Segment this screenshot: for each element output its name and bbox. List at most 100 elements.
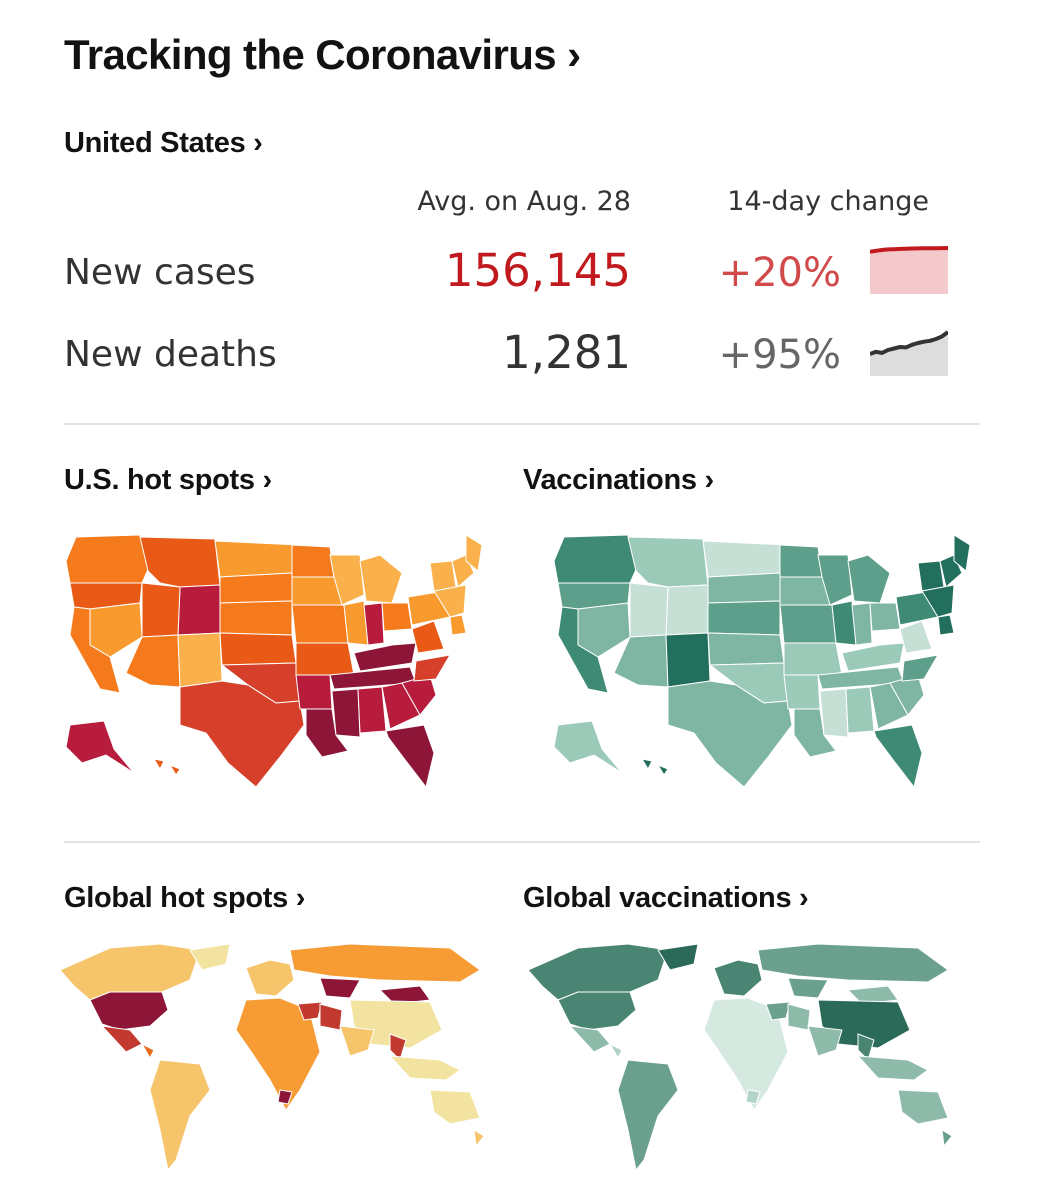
region-shape[interactable]	[856, 1055, 929, 1081]
region-shape[interactable]	[617, 1059, 679, 1172]
region-shape[interactable]	[353, 642, 417, 672]
region-shape[interactable]	[295, 642, 355, 676]
region-shape[interactable]	[703, 997, 789, 1111]
region-shape[interactable]	[411, 620, 445, 654]
region-shape[interactable]	[707, 632, 785, 666]
region-shape[interactable]	[873, 724, 923, 789]
region-shape[interactable]	[329, 554, 365, 606]
region-shape[interactable]	[629, 582, 669, 638]
region-shape[interactable]	[152, 758, 165, 771]
region-shape[interactable]	[349, 999, 443, 1049]
region-shape[interactable]	[953, 534, 971, 572]
region-shape[interactable]	[473, 1129, 485, 1148]
region-shape[interactable]	[783, 674, 821, 710]
region-shape[interactable]	[465, 534, 483, 572]
page-title[interactable]: Tracking the Coronavirus ›	[64, 31, 581, 78]
region-shape[interactable]	[707, 600, 781, 636]
region-shape[interactable]	[305, 708, 349, 758]
region-shape[interactable]	[783, 642, 843, 676]
region-shape[interactable]	[388, 1055, 461, 1081]
region-shape[interactable]	[667, 680, 793, 788]
global-vaccinations-link[interactable]: Global vaccinations ›	[523, 882, 809, 914]
region-shape[interactable]	[357, 686, 387, 734]
region-shape[interactable]	[429, 560, 457, 592]
region-shape[interactable]	[787, 977, 829, 999]
region-shape[interactable]	[177, 632, 223, 688]
region-shape[interactable]	[289, 943, 481, 983]
region-shape[interactable]	[846, 985, 899, 1005]
region-shape[interactable]	[527, 943, 669, 1001]
region-shape[interactable]	[665, 632, 711, 688]
region-shape[interactable]	[557, 606, 609, 694]
region-shape[interactable]	[937, 614, 955, 636]
region-shape[interactable]	[845, 686, 875, 734]
region-shape[interactable]	[189, 943, 231, 971]
region-shape[interactable]	[897, 1089, 949, 1125]
us-hot-spots-map[interactable]	[30, 525, 490, 793]
region-shape[interactable]	[713, 959, 763, 997]
region-shape[interactable]	[100, 1025, 143, 1053]
region-shape[interactable]	[433, 584, 467, 618]
region-shape[interactable]	[901, 654, 939, 682]
region-shape[interactable]	[149, 1059, 211, 1172]
region-shape[interactable]	[921, 584, 955, 618]
region-shape[interactable]	[817, 554, 853, 606]
region-shape[interactable]	[219, 632, 297, 666]
region-shape[interactable]	[757, 943, 949, 983]
region-shape[interactable]	[707, 572, 781, 604]
region-shape[interactable]	[613, 634, 669, 688]
region-shape[interactable]	[568, 1025, 611, 1053]
region-shape[interactable]	[177, 584, 221, 636]
region-shape[interactable]	[235, 997, 321, 1111]
region-shape[interactable]	[179, 680, 305, 788]
region-shape[interactable]	[847, 554, 891, 604]
region-shape[interactable]	[297, 1001, 323, 1021]
us-hot-spots-link[interactable]: U.S. hot spots ›	[64, 464, 272, 496]
region-shape[interactable]	[381, 602, 413, 632]
region-shape[interactable]	[168, 763, 181, 776]
vaccinations-link[interactable]: Vaccinations ›	[523, 464, 714, 496]
region-shape[interactable]	[331, 688, 361, 738]
region-shape[interactable]	[69, 606, 121, 694]
region-shape[interactable]	[413, 654, 451, 682]
global-hot-spots-link[interactable]: Global hot spots ›	[64, 882, 306, 914]
region-shape[interactable]	[765, 1001, 791, 1021]
region-shape[interactable]	[214, 540, 301, 578]
region-shape[interactable]	[319, 977, 361, 999]
region-shape[interactable]	[819, 688, 849, 738]
region-shape[interactable]	[245, 959, 295, 997]
region-shape[interactable]	[277, 1089, 293, 1105]
region-shape[interactable]	[140, 1042, 155, 1060]
region-shape[interactable]	[65, 720, 135, 774]
global-hot-spots-map[interactable]	[50, 940, 490, 1180]
region-shape[interactable]	[339, 1025, 375, 1057]
region-shape[interactable]	[89, 991, 169, 1031]
region-shape[interactable]	[59, 943, 201, 1001]
region-shape[interactable]	[65, 534, 151, 588]
region-shape[interactable]	[291, 576, 343, 606]
region-shape[interactable]	[841, 642, 905, 672]
united-states-link[interactable]: United States ›	[64, 127, 263, 159]
region-shape[interactable]	[779, 576, 831, 606]
region-shape[interactable]	[577, 602, 631, 658]
region-shape[interactable]	[665, 584, 709, 636]
region-shape[interactable]	[899, 620, 933, 654]
region-shape[interactable]	[429, 1089, 481, 1125]
region-shape[interactable]	[817, 999, 911, 1049]
region-shape[interactable]	[319, 1003, 343, 1031]
region-shape[interactable]	[219, 572, 293, 604]
region-shape[interactable]	[656, 763, 669, 776]
region-shape[interactable]	[869, 602, 901, 632]
region-shape[interactable]	[657, 943, 699, 971]
region-shape[interactable]	[627, 536, 709, 588]
region-shape[interactable]	[219, 600, 293, 636]
region-shape[interactable]	[793, 708, 837, 758]
region-shape[interactable]	[141, 582, 181, 638]
region-shape[interactable]	[291, 604, 349, 644]
region-shape[interactable]	[291, 544, 335, 578]
region-shape[interactable]	[553, 534, 639, 588]
region-shape[interactable]	[851, 602, 873, 646]
region-shape[interactable]	[640, 758, 653, 771]
region-shape[interactable]	[125, 634, 181, 688]
region-shape[interactable]	[608, 1042, 623, 1060]
